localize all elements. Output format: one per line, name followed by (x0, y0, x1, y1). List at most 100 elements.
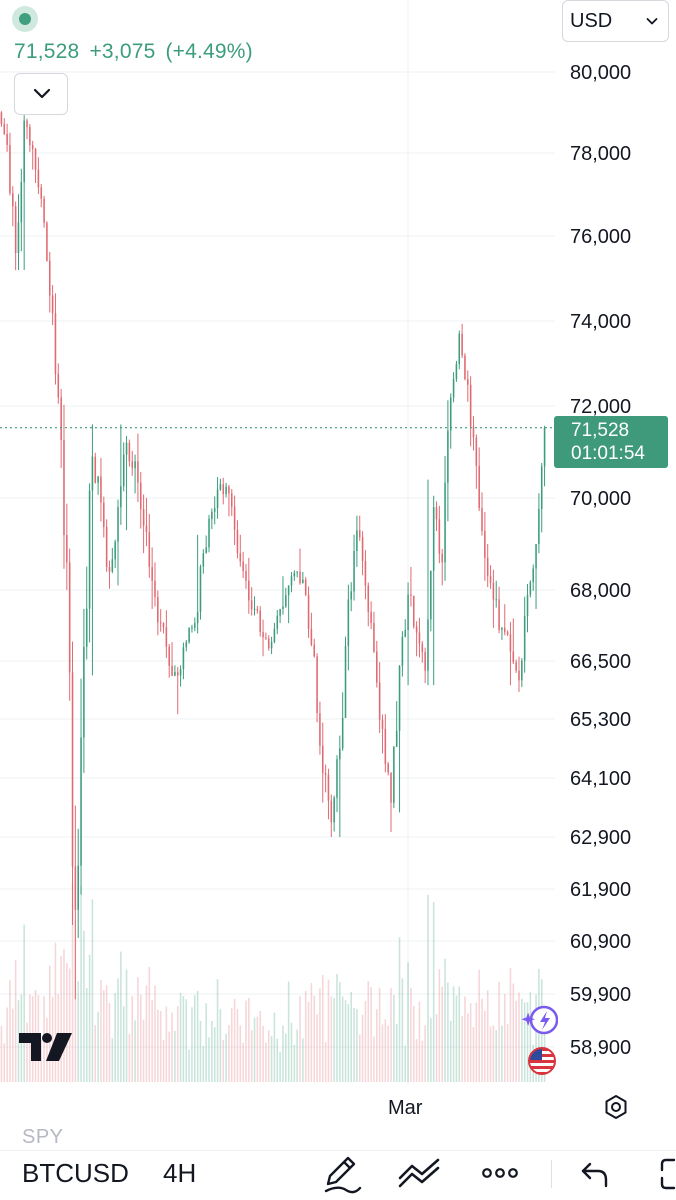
price-axis-tick: 59,900 (570, 984, 631, 1006)
volume-bar (12, 1008, 14, 1082)
volume-bar (267, 1030, 270, 1082)
candle-body (105, 526, 108, 567)
candle-body (430, 570, 432, 620)
price-axis[interactable]: 80,000 78,000 76,000 74,000 72,000 70,000 68,0… (570, 62, 631, 1059)
price-axis-tick: 65,300 (570, 709, 631, 731)
candle-body (114, 541, 116, 560)
volume-bar (307, 1002, 310, 1082)
volume-bar (71, 882, 74, 1082)
volume-bar (421, 1040, 424, 1082)
candle-body (501, 627, 503, 630)
candle-body (441, 553, 443, 563)
volume-bar (117, 978, 119, 1082)
candle-body (540, 466, 543, 510)
price-axis-tick: 62,900 (570, 827, 631, 849)
candle-body (216, 489, 219, 509)
candle-body (398, 665, 401, 731)
candle-body (469, 384, 472, 427)
candle-body (222, 484, 225, 494)
currency-select-value: USD (570, 10, 613, 32)
candle-body (395, 730, 398, 747)
candle-body (307, 594, 310, 629)
candle-body (495, 599, 498, 601)
interval-button[interactable]: 4H (163, 1158, 197, 1188)
candle-body (401, 636, 404, 666)
volume-bar (341, 996, 344, 1082)
volume-bar (472, 1027, 475, 1082)
candle-body (85, 608, 88, 647)
currency-select[interactable]: USD (562, 0, 669, 42)
volume-bar (347, 1004, 350, 1082)
candle-body (455, 364, 458, 380)
candle-body (88, 490, 91, 609)
candle-body (353, 551, 355, 592)
volume-bar (225, 1033, 227, 1082)
candlestick-series (0, 111, 546, 1000)
candle-body (444, 482, 446, 563)
time-axis-label: Mar (388, 1097, 423, 1119)
candle-body (341, 717, 344, 749)
candle-body (330, 800, 333, 823)
candle-body (48, 260, 51, 296)
volume-bar (373, 1036, 375, 1082)
tradingview-logo[interactable] (19, 1033, 73, 1061)
candle-body (304, 579, 307, 595)
volume-bar (526, 1002, 529, 1082)
volume-bar (393, 994, 395, 1082)
volume-bar (83, 930, 85, 1082)
candle-body (486, 557, 489, 576)
collapse-legend-button[interactable] (14, 73, 68, 115)
more-icon[interactable] (480, 1152, 520, 1194)
volume-bar (285, 1033, 287, 1082)
volume-bar (91, 899, 94, 1082)
candle-body (194, 623, 196, 628)
volume-bar (182, 996, 185, 1082)
volume-bar (387, 1025, 389, 1082)
symbol-button[interactable]: BTCUSD (22, 1158, 129, 1188)
candle-body (285, 595, 287, 607)
volume-bar (344, 1000, 347, 1082)
volume-bar (111, 1038, 114, 1082)
pen-draw-icon[interactable] (320, 1152, 362, 1194)
volume-bar (262, 1025, 264, 1082)
volume-bar (506, 1024, 509, 1082)
price-axis-tick: 64,100 (570, 768, 631, 790)
candle-body (381, 719, 384, 729)
candle-body (54, 313, 57, 374)
indicators-icon[interactable] (398, 1152, 442, 1194)
volume-bar (467, 1013, 469, 1082)
volume-bar (94, 1025, 97, 1082)
candle-body (245, 571, 247, 581)
volume-bar (114, 993, 116, 1082)
volume-bar (196, 990, 199, 1082)
candle-body (236, 529, 239, 554)
settings-icon[interactable] (603, 1094, 629, 1120)
candle-body (131, 461, 134, 469)
volume-bar (171, 1012, 173, 1082)
candle-body (139, 482, 142, 510)
volume-bar (469, 1003, 472, 1082)
volume-bar (302, 1038, 304, 1082)
candle-body (219, 484, 222, 490)
us-flag-icon (528, 1047, 556, 1075)
candle-body (543, 427, 546, 467)
candle-body (299, 571, 301, 584)
candle-body (384, 728, 387, 764)
candle-body (191, 627, 193, 629)
candle-body (31, 144, 34, 149)
candle-body (26, 120, 28, 127)
candle-body (34, 148, 37, 170)
volume-bar (293, 1044, 296, 1082)
volume-bar (444, 958, 446, 1082)
fullscreen-icon[interactable] (654, 1152, 676, 1194)
volume-bar (51, 996, 54, 1082)
undo-icon[interactable] (578, 1152, 612, 1194)
volume-bar (424, 1025, 426, 1082)
candle-body (424, 652, 426, 671)
candle-body (171, 665, 173, 676)
candle-body (287, 585, 290, 596)
ai-assistant-icon[interactable] (520, 1002, 558, 1040)
volume-bar (60, 956, 62, 1082)
volume-bar (128, 1034, 131, 1082)
